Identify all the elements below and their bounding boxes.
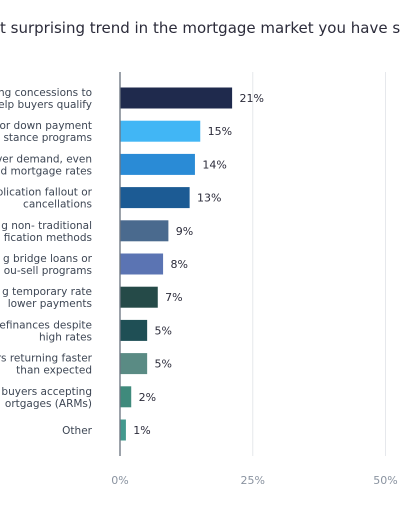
x-tick-labels: 0% 25% 50%	[111, 474, 397, 487]
value-label: 21%	[240, 92, 264, 105]
value-label: 9%	[176, 225, 193, 238]
bar	[120, 419, 126, 441]
bars-layer	[120, 87, 233, 441]
bar	[120, 120, 201, 142]
x-tick-label: 0%	[111, 474, 128, 487]
value-label: 13%	[197, 192, 221, 205]
category-label: than expected	[16, 365, 92, 377]
category-label: ou-sell programs	[4, 265, 92, 277]
value-label: 7%	[165, 291, 182, 304]
value-label: 1%	[133, 424, 150, 437]
value-label: 15%	[208, 125, 232, 138]
value-label: 2%	[139, 391, 156, 404]
bar	[120, 153, 195, 175]
category-label: fication methods	[4, 232, 92, 244]
category-label: g bridge loans or	[3, 253, 93, 265]
category-label: Other	[62, 425, 92, 437]
category-label: elp buyers qualify	[0, 99, 92, 111]
category-label: plication fallout or	[0, 187, 93, 199]
bar	[120, 286, 158, 308]
x-tick-label: 25%	[241, 474, 265, 487]
category-label: g non- traditional	[1, 220, 92, 232]
value-label: 5%	[155, 358, 172, 371]
category-label: cancellations	[23, 199, 92, 211]
category-label: g temporary rate	[2, 286, 92, 298]
grid-layer	[252, 72, 386, 456]
category-label: ver demand, even	[0, 153, 92, 165]
category-label: or down payment	[0, 120, 92, 132]
value-label: 8%	[170, 258, 187, 271]
bar	[120, 187, 190, 209]
category-label: d mortgage rates	[1, 165, 92, 177]
category-label: efinances despite	[0, 319, 92, 331]
value-label: 14%	[202, 158, 226, 171]
category-label: ortgages (ARMs)	[5, 398, 92, 410]
x-tick-label: 50%	[373, 474, 397, 487]
category-label: lower payments	[8, 298, 92, 310]
bar	[120, 353, 148, 375]
bar	[120, 220, 169, 242]
category-label: stance programs	[3, 132, 92, 144]
category-label: buyers accepting	[1, 386, 92, 398]
category-label: rs returning faster	[0, 353, 93, 365]
category-label: high rates	[39, 331, 92, 343]
bar	[120, 253, 164, 275]
value-label: 5%	[155, 324, 172, 337]
category-label: ng concessions to	[0, 87, 92, 99]
bar	[120, 386, 132, 408]
value-labels: 21% 15% 14% 13% 9% 8% 7% 5% 5% 2% 1%	[133, 92, 264, 437]
bar	[120, 87, 233, 109]
chart-title: t surprising trend in the mortgage marke…	[0, 19, 400, 37]
bar	[120, 319, 148, 341]
